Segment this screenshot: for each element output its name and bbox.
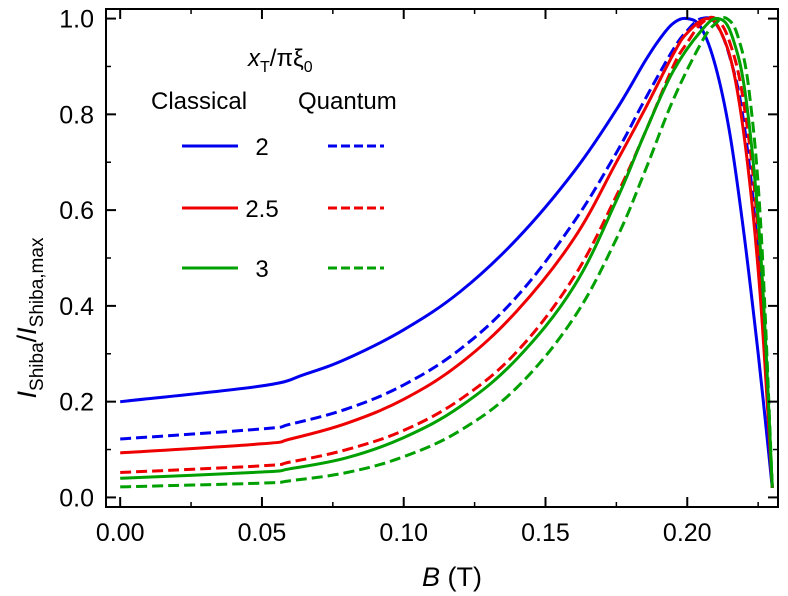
y-axis-title: IShiba/IShiba,max <box>12 237 48 398</box>
series-line-5 <box>120 16 774 489</box>
legend: xT/πξ0 Classical Quantum 2 2.5 3 <box>151 45 397 283</box>
series-layer <box>120 15 774 489</box>
x-tick-label: 0.20 <box>663 519 712 547</box>
legend-label-2: 2 <box>255 134 268 161</box>
x-tick-label: 0.05 <box>238 519 287 547</box>
x-tick-label: 0.00 <box>96 519 145 547</box>
legend-label-2.5: 2.5 <box>245 196 278 223</box>
series-line-4 <box>120 16 774 488</box>
series-line-2 <box>120 17 774 488</box>
y-tick-label: 0.0 <box>59 484 94 512</box>
y-tick-label: 0.4 <box>59 293 94 321</box>
x-axis-title: B (T) <box>422 562 482 592</box>
x-tick-label: 0.10 <box>379 519 428 547</box>
y-tick-label: 1.0 <box>59 6 94 34</box>
y-tick-label: 0.8 <box>59 101 94 129</box>
y-tick-label: 0.6 <box>59 197 94 225</box>
ticks-layer <box>106 9 778 507</box>
series-line-1 <box>120 16 774 488</box>
legend-label-3: 3 <box>255 256 268 283</box>
legend-title: xT/πξ0 <box>247 45 313 76</box>
legend-header-classical: Classical <box>151 88 247 115</box>
y-tick-label: 0.2 <box>59 389 94 417</box>
tick-labels-layer: 0.00 0.05 0.10 0.15 0.20 0.0 0.2 0.4 0.6 0.8 1.0 <box>59 6 711 547</box>
legend-header-quantum: Quantum <box>298 88 397 115</box>
x-tick-label: 0.15 <box>521 519 570 547</box>
series-line-0 <box>120 16 774 488</box>
